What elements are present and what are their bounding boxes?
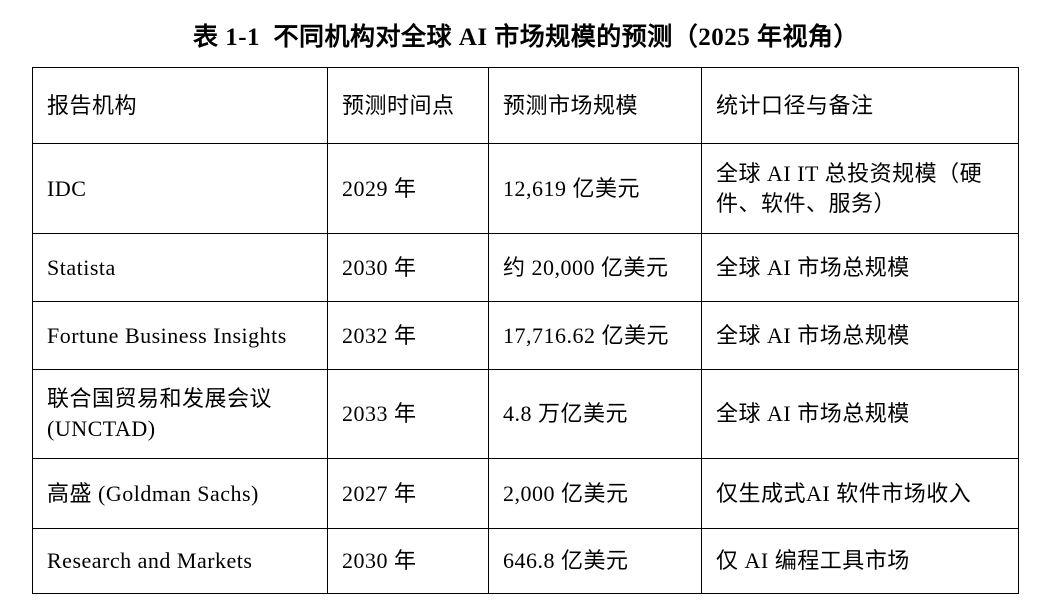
cell-forecast-time: 2030 年 (327, 233, 489, 302)
col-header-notes: 统计口径与备注 (701, 67, 1019, 144)
cell-organization: IDC (32, 143, 328, 234)
cell-notes: 全球 AI 市场总规模 (701, 369, 1019, 459)
col-header-market-size: 预测市场规模 (488, 67, 702, 144)
table-row: 高盛 (Goldman Sachs) 2027 年 2,000 亿美元 仅生成式… (32, 458, 1019, 529)
cell-market-size: 646.8 亿美元 (488, 528, 702, 594)
cell-notes: 全球 AI 市场总规模 (701, 301, 1019, 370)
cell-forecast-time: 2032 年 (327, 301, 489, 370)
table-row: Research and Markets 2030 年 646.8 亿美元 仅 … (32, 528, 1019, 594)
cell-organization: Fortune Business Insights (32, 301, 328, 370)
table-title: 表 1-1 不同机构对全球 AI 市场规模的预测（2025 年视角） (192, 24, 860, 51)
cell-notes: 全球 AI 市场总规模 (701, 233, 1019, 302)
table-row: Statista 2030 年 约 20,000 亿美元 全球 AI 市场总规模 (32, 233, 1019, 302)
cell-organization: 高盛 (Goldman Sachs) (32, 458, 328, 529)
table-header-row: 报告机构 预测时间点 预测市场规模 统计口径与备注 (32, 67, 1019, 144)
table-row: Fortune Business Insights 2032 年 17,716.… (32, 301, 1019, 370)
col-header-organization: 报告机构 (32, 67, 328, 144)
cell-forecast-time: 2027 年 (327, 458, 489, 529)
cell-market-size: 约 20,000 亿美元 (488, 233, 702, 302)
cell-notes: 仅生成式AI 软件市场收入 (701, 458, 1019, 529)
cell-market-size: 17,716.62 亿美元 (488, 301, 702, 370)
table-row: 联合国贸易和发展会议(UNCTAD) 2033 年 4.8 万亿美元 全球 AI… (32, 369, 1019, 459)
cell-forecast-time: 2030 年 (327, 528, 489, 594)
col-header-forecast-time: 预测时间点 (327, 67, 489, 144)
cell-organization: Statista (32, 233, 328, 302)
cell-organization: Research and Markets (32, 528, 328, 594)
cell-notes: 全球 AI IT 总投资规模（硬件、软件、服务） (701, 143, 1019, 234)
cell-notes: 仅 AI 编程工具市场 (701, 528, 1019, 594)
cell-market-size: 4.8 万亿美元 (488, 369, 702, 459)
cell-market-size: 2,000 亿美元 (488, 458, 702, 529)
cell-organization: 联合国贸易和发展会议(UNCTAD) (32, 369, 328, 459)
forecast-table: 报告机构 预测时间点 预测市场规模 统计口径与备注 IDC 2029 年 12,… (32, 67, 1019, 594)
table-row: IDC 2029 年 12,619 亿美元 全球 AI IT 总投资规模（硬件、… (32, 143, 1019, 234)
cell-forecast-time: 2029 年 (327, 143, 489, 234)
cell-forecast-time: 2033 年 (327, 369, 489, 459)
cell-market-size: 12,619 亿美元 (488, 143, 702, 234)
